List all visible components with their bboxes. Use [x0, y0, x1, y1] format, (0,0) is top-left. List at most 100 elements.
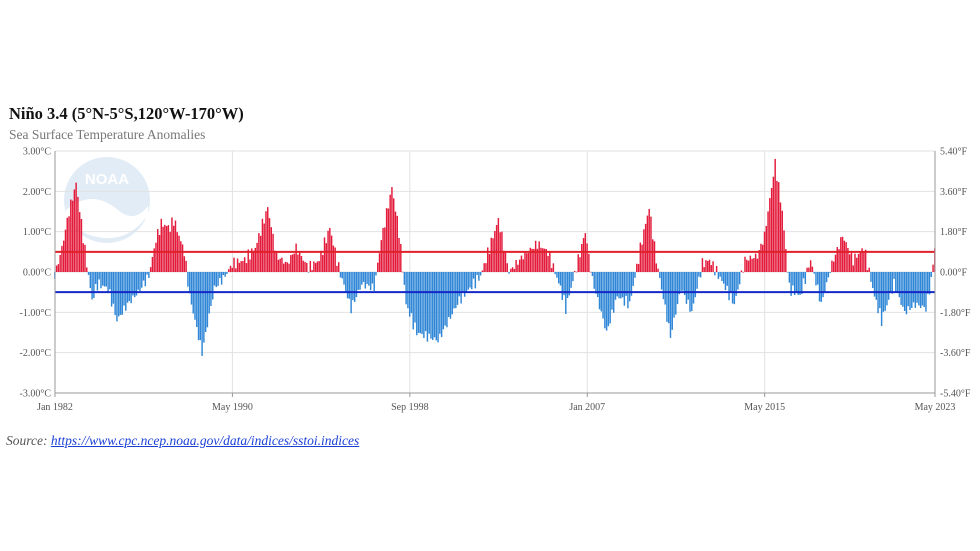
anomaly-bar: [160, 218, 163, 272]
axis-layer: 3.00°C 5.40°F 2.00°C 3.60°F 1.00°C 1.80°F 0.00…: [20, 147, 971, 414]
anomaly-bar: [863, 251, 865, 272]
anomaly-bar: [607, 272, 610, 327]
anomaly-bar: [180, 241, 182, 272]
anomaly-bar: [588, 253, 590, 272]
y2-tick-label: -5.40°F: [940, 389, 971, 400]
anomaly-bar: [412, 272, 414, 330]
anomaly-bar: [829, 272, 831, 273]
anomaly-bar: [235, 268, 237, 272]
anomaly-bar: [827, 272, 830, 278]
anomaly-bar: [774, 158, 776, 272]
anomaly-bar: [210, 272, 212, 306]
y2-tick-label: 0.00°F: [940, 268, 967, 279]
anomaly-bar: [135, 272, 138, 296]
anomaly-bar: [70, 199, 72, 272]
anomaly-bar: [174, 220, 177, 272]
anomaly-bar: [614, 272, 617, 300]
anomaly-bar: [293, 253, 296, 272]
anomaly-bar: [515, 260, 517, 272]
anomaly-bar: [815, 272, 817, 286]
anomaly-bar: [369, 272, 372, 291]
anomaly-bar: [639, 242, 642, 272]
anomaly-bar: [579, 257, 581, 272]
anomaly-bar: [611, 272, 613, 310]
anomaly-bar: [444, 272, 446, 326]
anomaly-bar: [714, 272, 716, 276]
anomaly-bar: [57, 264, 60, 272]
anomaly-bar: [165, 226, 168, 272]
anomaly-bar: [332, 245, 335, 272]
anomaly-bar: [513, 268, 516, 272]
anomaly-bar: [834, 254, 837, 272]
anomaly-bar: [928, 272, 931, 295]
anomaly-bar: [194, 272, 196, 320]
anomaly-bar: [497, 218, 500, 272]
anomaly-bar: [89, 272, 92, 289]
anomaly-bar: [687, 272, 689, 300]
anomaly-bar: [190, 272, 193, 305]
anomaly-bar: [556, 272, 558, 278]
anomaly-bar: [517, 264, 519, 272]
anomaly-bar: [394, 211, 397, 272]
anomaly-bar: [472, 272, 475, 279]
anomaly-bar: [708, 259, 711, 272]
anomaly-bar: [219, 272, 221, 279]
anomaly-bar: [856, 257, 858, 272]
anomaly-bar: [717, 272, 720, 279]
anomaly-bar: [458, 272, 461, 297]
anomaly-bar: [628, 272, 631, 302]
anomaly-bar: [345, 272, 347, 292]
anomaly-bar: [595, 272, 597, 294]
anomaly-bar: [229, 265, 232, 272]
anomaly-bar: [375, 272, 377, 276]
anomaly-bar: [660, 272, 663, 290]
anomaly-bar: [123, 272, 125, 306]
anomaly-bar: [804, 272, 807, 285]
anomaly-bar: [769, 198, 771, 272]
anomaly-bar: [533, 248, 535, 272]
anomaly-bar: [643, 229, 645, 272]
anomaly-bar: [355, 272, 358, 298]
anomaly-bar: [581, 244, 583, 272]
anomaly-bar: [866, 270, 869, 272]
anomaly-bar: [290, 255, 292, 272]
anomaly-bar: [398, 237, 400, 272]
anomaly-bar: [456, 272, 459, 305]
anomaly-bar: [719, 272, 721, 277]
anomaly-bar: [618, 272, 620, 299]
anomaly-bar: [256, 242, 258, 272]
anomaly-bar: [566, 272, 569, 298]
anomaly-bar: [377, 262, 379, 272]
noaa-logo: NOAA: [64, 157, 150, 243]
anomaly-bar: [107, 272, 109, 292]
anomaly-bar: [469, 272, 471, 288]
anomaly-bar: [337, 262, 340, 272]
anomaly-bar: [453, 272, 455, 309]
anomaly-bar: [742, 271, 744, 273]
noaa-logo-gull: [66, 199, 148, 239]
anomaly-bar: [114, 272, 116, 316]
anomaly-bar: [852, 265, 854, 272]
anomaly-bar: [488, 253, 491, 272]
anomaly-bar: [895, 272, 897, 293]
anomaly-bar: [492, 238, 494, 272]
anomaly-bar: [549, 251, 551, 272]
anomaly-bar: [832, 261, 835, 272]
anomaly-bar: [220, 272, 223, 285]
anomaly-bar: [712, 261, 714, 272]
anomaly-bar: [391, 187, 393, 272]
anomaly-bar: [861, 248, 863, 272]
anomaly-bar: [98, 272, 100, 280]
source-link[interactable]: https://www.cpc.ncep.noaa.gov/data/indic…: [50, 433, 360, 448]
anomaly-bar: [341, 272, 343, 279]
anomaly-bar: [385, 208, 388, 272]
anomaly-bar: [685, 272, 688, 304]
anomaly-bar: [843, 240, 846, 272]
anomaly-bar: [547, 255, 549, 272]
anomaly-bar: [171, 217, 173, 272]
anomaly-bar: [265, 211, 267, 272]
anomaly-bar: [361, 272, 363, 285]
anomaly-bar: [911, 272, 913, 308]
anomaly-bar: [753, 258, 755, 272]
anomaly-bar: [652, 239, 654, 272]
